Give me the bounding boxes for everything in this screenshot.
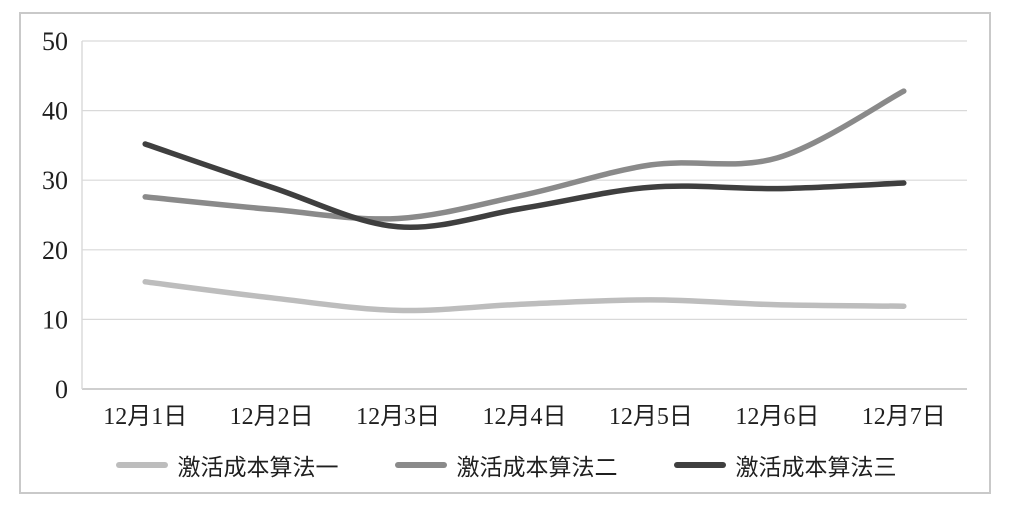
y-tick-label: 10 xyxy=(42,305,68,334)
x-tick-label: 12月3日 xyxy=(356,404,440,430)
x-tick-label: 12月2日 xyxy=(230,404,314,430)
x-tick-label: 12月5日 xyxy=(609,404,693,430)
legend-item-algo3[interactable]: 激活成本算法三 xyxy=(673,448,897,482)
legend-label-algo2: 激活成本算法二 xyxy=(456,455,618,480)
x-tick-label: 12月6日 xyxy=(735,404,819,430)
legend-label-algo1: 激活成本算法一 xyxy=(177,455,339,480)
legend-swatch-algo3 xyxy=(673,462,726,468)
legend: 激活成本算法一 激活成本算法二 激活成本算法三 xyxy=(0,448,1012,482)
chart-border-frame xyxy=(19,12,991,494)
x-tick-label: 12月7日 xyxy=(862,404,946,430)
y-tick-label: 0 xyxy=(55,375,68,404)
y-tick-label: 30 xyxy=(42,166,68,195)
series-line-algo3[interactable] xyxy=(142,141,907,231)
legend-swatch-algo1 xyxy=(115,462,168,468)
y-tick-label: 40 xyxy=(42,97,68,126)
x-tick-label: 12月1日 xyxy=(103,404,187,430)
legend-item-algo1[interactable]: 激活成本算法一 xyxy=(115,448,339,482)
y-tick-label: 50 xyxy=(42,27,68,56)
legend-swatch-algo2 xyxy=(394,462,447,468)
x-tick-label: 12月4日 xyxy=(483,404,567,430)
legend-item-algo2[interactable]: 激活成本算法二 xyxy=(394,448,618,482)
series-lines xyxy=(142,88,907,314)
legend-label-algo3: 激活成本算法三 xyxy=(735,455,897,480)
y-tick-label: 20 xyxy=(42,236,68,265)
y-axis-labels: 0 10 20 30 40 50 xyxy=(42,27,68,404)
gridlines xyxy=(81,40,967,390)
series-line-algo1[interactable] xyxy=(142,279,907,314)
series-line-algo2[interactable] xyxy=(142,88,907,222)
x-axis-labels: 12月1日 12月2日 12月3日 12月4日 12月5日 12月6日 12月7日 xyxy=(103,404,946,430)
